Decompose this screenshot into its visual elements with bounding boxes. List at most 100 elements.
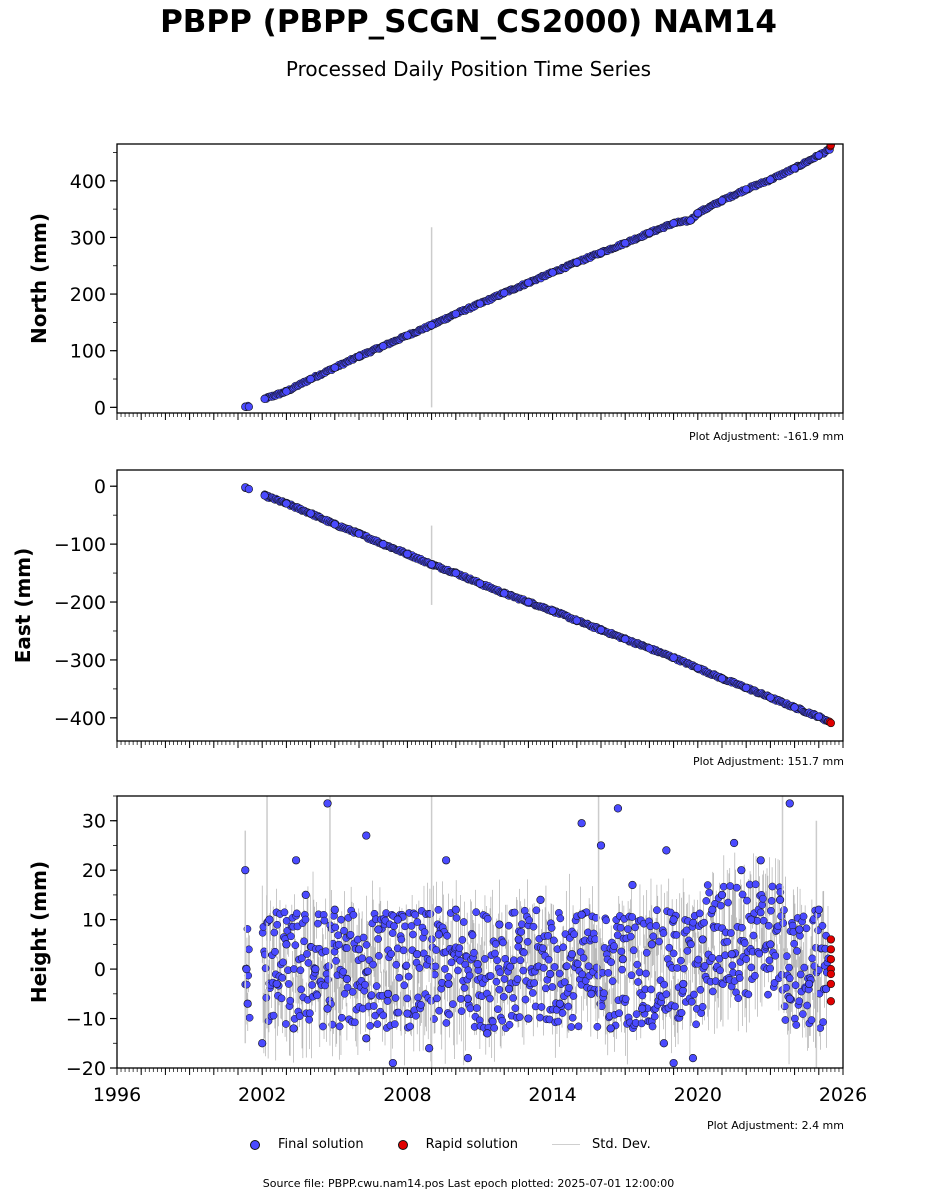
final-cloud-point xyxy=(483,914,492,923)
final-solution-point xyxy=(606,1024,615,1033)
rapid-solution-point xyxy=(826,718,836,728)
final-solution-point xyxy=(425,1044,434,1053)
final-solution-point xyxy=(669,915,678,924)
final-solution-point xyxy=(475,299,485,308)
north-plot-area xyxy=(241,144,835,412)
final-cloud-point xyxy=(610,942,618,951)
final-cloud-point xyxy=(563,962,571,970)
east-plot-adjustment: Plot Adjustment: 151.7 mm xyxy=(692,755,844,768)
final-cloud-point xyxy=(734,994,743,1003)
final-cloud-point xyxy=(387,950,396,958)
final-solution-point xyxy=(698,935,707,944)
final-cloud-point xyxy=(728,961,737,970)
final-cloud-point xyxy=(627,971,636,980)
final-cloud-point xyxy=(740,939,749,947)
final-cloud-point xyxy=(286,996,295,1005)
final-cloud-point xyxy=(766,964,775,973)
final-solution-point xyxy=(766,693,775,702)
y-tick-label: 0 xyxy=(94,959,106,981)
final-cloud-point xyxy=(536,1013,544,1022)
legend-std: Std. Dev. xyxy=(552,1137,651,1152)
final-solution-point xyxy=(403,331,412,340)
final-cloud-point xyxy=(521,995,530,1004)
final-cloud-point xyxy=(349,911,358,919)
final-cloud-point xyxy=(795,997,804,1005)
chart-subtitle: Processed Daily Position Time Series xyxy=(285,57,652,81)
final-cloud-point xyxy=(346,930,355,939)
final-cloud-point xyxy=(665,943,674,952)
final-cloud-point xyxy=(659,929,668,937)
rapid-solution-point xyxy=(826,979,836,989)
final-cloud-point xyxy=(621,995,630,1003)
final-cloud-point xyxy=(802,924,811,933)
final-solution-point xyxy=(260,491,269,500)
final-cloud-point xyxy=(400,981,409,990)
final-solution-point xyxy=(282,499,291,508)
final-solution-point xyxy=(596,625,606,634)
final-solution-point xyxy=(596,841,606,850)
final-cloud-point xyxy=(649,932,658,941)
final-cloud-point xyxy=(488,1017,497,1026)
final-solution-point xyxy=(374,925,383,934)
final-cloud-point xyxy=(721,951,729,960)
height-plot-adjustment: Plot Adjustment: 2.4 mm xyxy=(706,1119,844,1132)
final-solution-point xyxy=(495,920,504,929)
final-cloud-point xyxy=(366,1021,374,1030)
final-solution-point xyxy=(354,945,364,954)
final-cloud-point xyxy=(359,933,368,942)
legend-rapid: Rapid solution xyxy=(397,1137,519,1152)
final-cloud-point xyxy=(727,929,735,937)
final-cloud-point xyxy=(608,977,617,985)
final-cloud-point xyxy=(304,959,313,967)
final-cloud-point xyxy=(634,978,642,986)
final-cloud-point xyxy=(465,971,474,980)
final-solution-point xyxy=(814,905,823,914)
final-cloud-point xyxy=(390,1020,399,1028)
final-cloud-point xyxy=(579,954,588,962)
final-cloud-point xyxy=(560,978,569,986)
final-solution-point xyxy=(717,674,727,683)
final-cloud-point xyxy=(751,880,760,889)
y-tick-label: 300 xyxy=(70,227,106,249)
final-cloud-point xyxy=(770,979,779,987)
final-cloud-point xyxy=(468,931,477,940)
legend-rapid-label: Rapid solution xyxy=(425,1137,519,1152)
final-cloud-point xyxy=(442,1019,451,1027)
y-tick-label: 200 xyxy=(70,284,106,306)
final-cloud-point xyxy=(660,980,669,989)
final-cloud-point xyxy=(269,1011,278,1020)
final-solution-point xyxy=(688,1054,698,1063)
final-cloud-point xyxy=(459,918,468,926)
final-solution-point xyxy=(727,950,736,959)
final-solution-point xyxy=(473,960,482,969)
final-solution-point xyxy=(814,151,823,160)
final-cloud-point xyxy=(759,916,768,925)
final-cloud-point xyxy=(677,1008,686,1017)
final-cloud-point xyxy=(558,1009,567,1017)
final-cloud-point xyxy=(499,992,508,1001)
final-cloud-point xyxy=(443,931,451,940)
final-cloud-point xyxy=(632,1010,641,1018)
final-cloud-point xyxy=(517,928,525,936)
final-solution-point xyxy=(514,935,523,944)
final-cloud-point xyxy=(541,984,550,993)
final-solution-point xyxy=(587,989,596,998)
final-solution-point xyxy=(323,1004,332,1013)
final-cloud-point xyxy=(523,937,532,946)
final-cloud-point xyxy=(496,968,504,977)
legend-final: Final solution xyxy=(250,1137,364,1152)
final-cloud-point xyxy=(738,890,747,899)
final-cloud-point xyxy=(600,989,608,998)
final-cloud-point xyxy=(591,935,600,944)
final-cloud-point xyxy=(735,974,744,982)
final-cloud-point xyxy=(759,894,767,903)
final-cloud-point xyxy=(361,980,369,989)
final-cloud-point xyxy=(411,910,419,919)
final-cloud-point xyxy=(493,956,502,965)
final-cloud-point xyxy=(607,958,616,967)
final-solution-point xyxy=(618,955,627,964)
final-cloud-point xyxy=(791,981,800,990)
final-cloud-point xyxy=(671,1002,679,1011)
height-y-axis-label: Height (mm) xyxy=(27,861,51,1003)
final-solution-point xyxy=(463,1054,473,1063)
